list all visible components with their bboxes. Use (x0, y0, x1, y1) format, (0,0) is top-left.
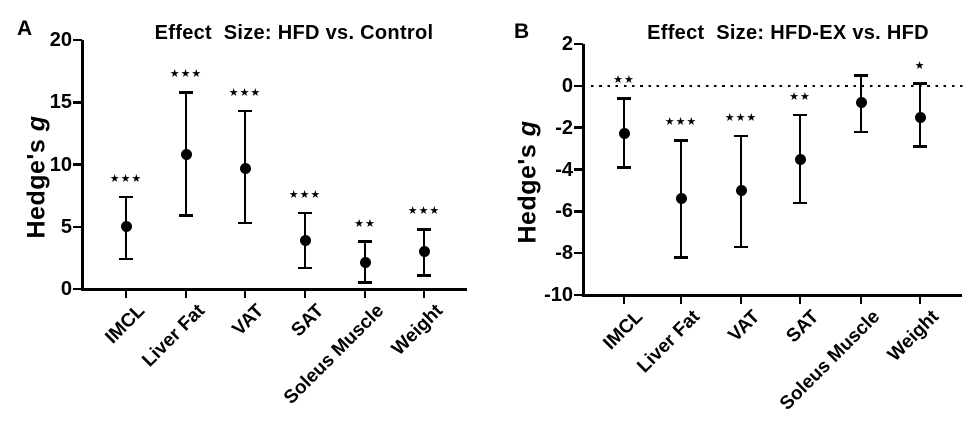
panel-a: A Effect Size: HFD vs. Control Hedge's g… (17, 17, 467, 408)
y-tick-label: 15 (49, 91, 72, 114)
data-point (418, 246, 430, 258)
error-bar-cap-top (617, 97, 631, 100)
significance-stars: ★★ (354, 217, 376, 230)
x-tick (422, 290, 426, 298)
y-tick-label: -10 (544, 284, 573, 306)
data-point (618, 128, 630, 140)
error-bar-cap-bottom (854, 130, 868, 134)
error-bar-cap-bottom (238, 221, 252, 225)
y-tick-label: -2 (555, 116, 573, 139)
data-point (239, 162, 251, 174)
y-axis-label-symbol-a: g (22, 115, 51, 132)
data-point (914, 111, 926, 123)
significance-stars: ★★★ (407, 205, 441, 218)
zero-reference-line (591, 84, 966, 88)
x-tick (859, 296, 863, 304)
y-tick (73, 101, 82, 104)
significance-stars: ★★★ (288, 189, 322, 202)
error-bar-cap-bottom (119, 257, 133, 261)
error-bar-cap-top (179, 90, 193, 94)
x-tick (622, 296, 626, 304)
error-bar-cap-bottom (358, 281, 372, 285)
y-tick-label: 0 (60, 278, 72, 300)
data-point (299, 234, 311, 246)
error-bar-cap-top (417, 227, 431, 231)
significance-stars: ★ (914, 59, 926, 72)
panel-b: B Effect Size: HFD-EX vs. HFD Hedge's g … (487, 0, 974, 439)
x-tick (243, 290, 247, 298)
y-tick-label: 5 (60, 215, 72, 238)
error-bar-cap-bottom (417, 274, 431, 277)
error-bar-cap-top (734, 134, 748, 138)
x-tick (303, 290, 307, 298)
error-bar-cap-bottom (793, 201, 807, 205)
data-point (180, 149, 192, 161)
y-tick-label: 2 (561, 33, 573, 55)
y-tick (574, 293, 583, 297)
panel-label-b: B (514, 20, 530, 43)
y-tick (73, 163, 82, 166)
significance-stars: ★★ (613, 74, 635, 87)
data-point (794, 153, 806, 165)
error-bar-cap-top (119, 195, 133, 199)
y-tick (73, 38, 82, 42)
y-tick-label: 20 (49, 29, 72, 51)
error-bar-cap-top (298, 211, 312, 215)
error-bar-cap-top (238, 109, 252, 113)
error-bar-cap-top (913, 82, 927, 86)
error-bar-cap-bottom (179, 214, 193, 217)
x-tick (679, 296, 683, 304)
error-bar-cap-top (854, 74, 868, 77)
y-tick-label: -4 (555, 158, 573, 181)
y-tick (73, 225, 82, 228)
error-bar-cap-bottom (617, 166, 631, 169)
x-axis-line (582, 293, 962, 297)
x-tick (124, 290, 128, 298)
significance-stars: ★★ (789, 91, 811, 104)
error-bar-cap-bottom (674, 256, 688, 259)
error-bar-cap-top (674, 138, 688, 142)
panel-label-a: A (17, 17, 33, 40)
error-bar-cap-top (358, 240, 372, 243)
y-tick (574, 251, 583, 255)
y-axis-line (81, 40, 84, 291)
error-bar-cap-bottom (298, 266, 312, 270)
y-tick (73, 287, 82, 291)
y-axis-line (582, 44, 585, 297)
x-tick (798, 296, 802, 304)
y-tick (574, 84, 583, 88)
data-point (735, 184, 747, 196)
x-tick (184, 290, 188, 298)
data-point (675, 193, 687, 205)
data-point (120, 221, 132, 233)
significance-stars: ★★★ (109, 172, 143, 185)
y-tick (574, 210, 583, 213)
y-tick-label: 0 (561, 74, 573, 97)
chart-title-b: Effect Size: HFD-EX vs. HFD (647, 22, 929, 44)
data-point (359, 257, 371, 269)
significance-stars: ★★★ (724, 112, 758, 125)
chart-title-a: Effect Size: HFD vs. Control (154, 22, 434, 44)
y-tick (574, 126, 583, 129)
x-axis-line (81, 287, 467, 291)
error-bar-cap-bottom (913, 145, 927, 148)
significance-stars: ★★★ (228, 86, 262, 99)
significance-stars: ★★★ (664, 116, 698, 129)
error-bar-cap-bottom (734, 245, 748, 249)
significance-stars: ★★★ (169, 68, 203, 81)
y-tick-label: 10 (49, 153, 72, 176)
y-tick-label: -8 (555, 242, 573, 265)
y-tick (574, 42, 583, 46)
y-tick (574, 168, 583, 171)
x-tick (918, 296, 922, 304)
x-tick (739, 296, 743, 304)
error-bar-cap-top (793, 113, 807, 117)
x-tick (363, 290, 367, 298)
data-point (855, 97, 867, 109)
y-tick-label: -6 (555, 200, 573, 223)
